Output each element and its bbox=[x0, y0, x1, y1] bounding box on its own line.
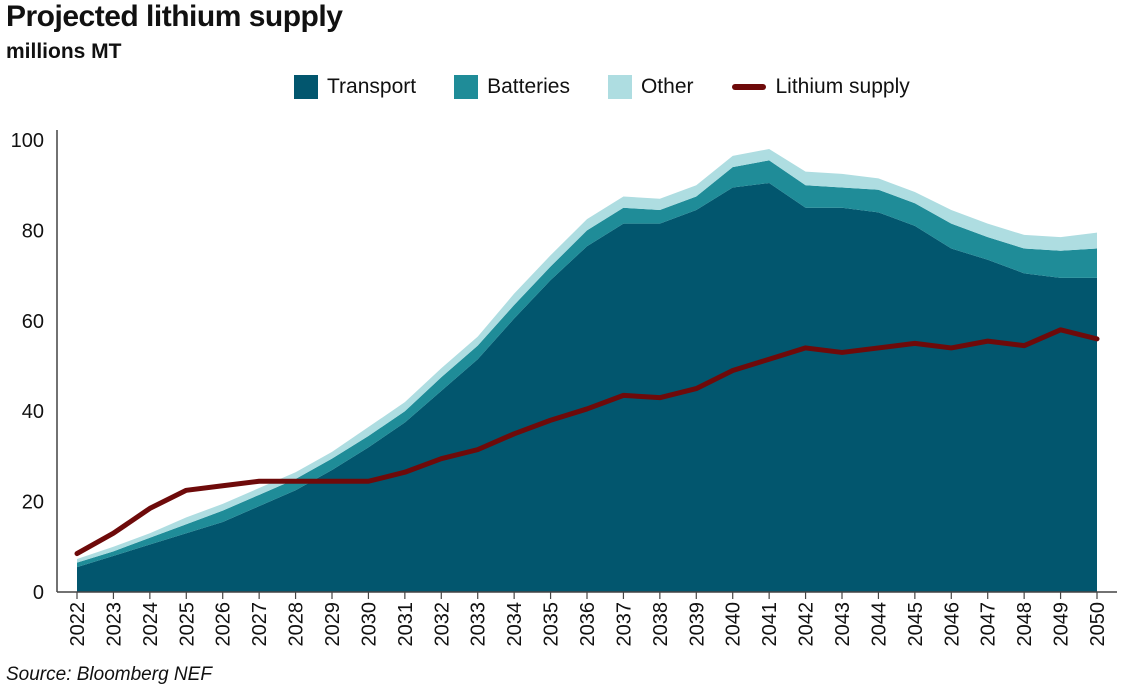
legend-label-batteries: Batteries bbox=[487, 75, 570, 98]
x-tick-label: 2028 bbox=[286, 602, 308, 647]
chart-title: Projected lithium supply bbox=[6, 0, 343, 33]
x-tick-label: 2034 bbox=[504, 602, 526, 647]
y-tick-label: 100 bbox=[11, 130, 44, 152]
x-tick-label: 2035 bbox=[541, 602, 563, 647]
legend-label-other: Other bbox=[640, 75, 694, 98]
x-tick-label: 2036 bbox=[577, 602, 599, 647]
x-tick-label: 2040 bbox=[723, 602, 745, 647]
x-tick-label: 2045 bbox=[905, 602, 927, 647]
x-tick-label: 2025 bbox=[176, 602, 198, 647]
x-tick-label: 2026 bbox=[213, 602, 235, 647]
x-tick-label: 2029 bbox=[322, 602, 344, 647]
legend-swatch-other bbox=[607, 75, 632, 99]
legend-label-lithium-supply: Lithium supply bbox=[775, 75, 910, 98]
legend-swatch-batteries bbox=[454, 75, 479, 99]
x-tick-label: 2041 bbox=[759, 602, 781, 647]
legend-swatch-transport bbox=[294, 75, 318, 99]
x-tick-label: 2043 bbox=[832, 602, 854, 647]
y-tick-label: 40 bbox=[22, 401, 44, 423]
x-tick-label: 2037 bbox=[613, 602, 635, 647]
y-tick-label: 20 bbox=[22, 492, 44, 514]
x-tick-label: 2033 bbox=[468, 602, 490, 647]
chart-subtitle: millions MT bbox=[6, 40, 122, 63]
y-tick-label: 60 bbox=[22, 311, 44, 333]
x-tick-label: 2049 bbox=[1051, 602, 1073, 647]
x-tick-label: 2027 bbox=[249, 602, 271, 647]
x-tick-label: 2048 bbox=[1014, 602, 1036, 647]
x-tick-label: 2044 bbox=[868, 602, 890, 647]
x-tick-label: 2030 bbox=[358, 602, 380, 647]
y-tick-label: 0 bbox=[33, 582, 44, 604]
x-tick-label: 2024 bbox=[140, 602, 162, 647]
y-tick-label: 80 bbox=[22, 220, 44, 242]
x-tick-label: 2042 bbox=[796, 602, 818, 647]
x-tick-label: 2047 bbox=[978, 602, 1000, 647]
legend-label-transport: Transport bbox=[327, 75, 417, 98]
source-note: Source: Bloomberg NEF bbox=[6, 664, 212, 685]
legend-item-batteries: Batteries bbox=[454, 75, 570, 99]
x-tick-label: 2032 bbox=[431, 602, 453, 647]
legend-item-transport: Transport bbox=[294, 75, 416, 99]
x-tick-label: 2023 bbox=[103, 602, 125, 647]
x-tick-label: 2050 bbox=[1087, 602, 1109, 647]
area-other bbox=[77, 149, 1097, 563]
x-tick-label: 2022 bbox=[67, 602, 89, 647]
area-transport bbox=[77, 182, 1097, 592]
x-tick-label: 2031 bbox=[395, 602, 417, 647]
legend-swatch-lithium-supply bbox=[731, 84, 766, 90]
x-tick-label: 2038 bbox=[650, 602, 672, 647]
area-batteries bbox=[77, 160, 1097, 568]
legend-item-other: Other bbox=[607, 75, 694, 99]
x-tick-label: 2046 bbox=[941, 602, 963, 647]
x-tick-label: 2039 bbox=[686, 602, 708, 647]
legend: Transport Batteries Other Lithium supply bbox=[294, 72, 948, 102]
legend-item-lithium-supply: Lithium supply bbox=[731, 75, 910, 99]
